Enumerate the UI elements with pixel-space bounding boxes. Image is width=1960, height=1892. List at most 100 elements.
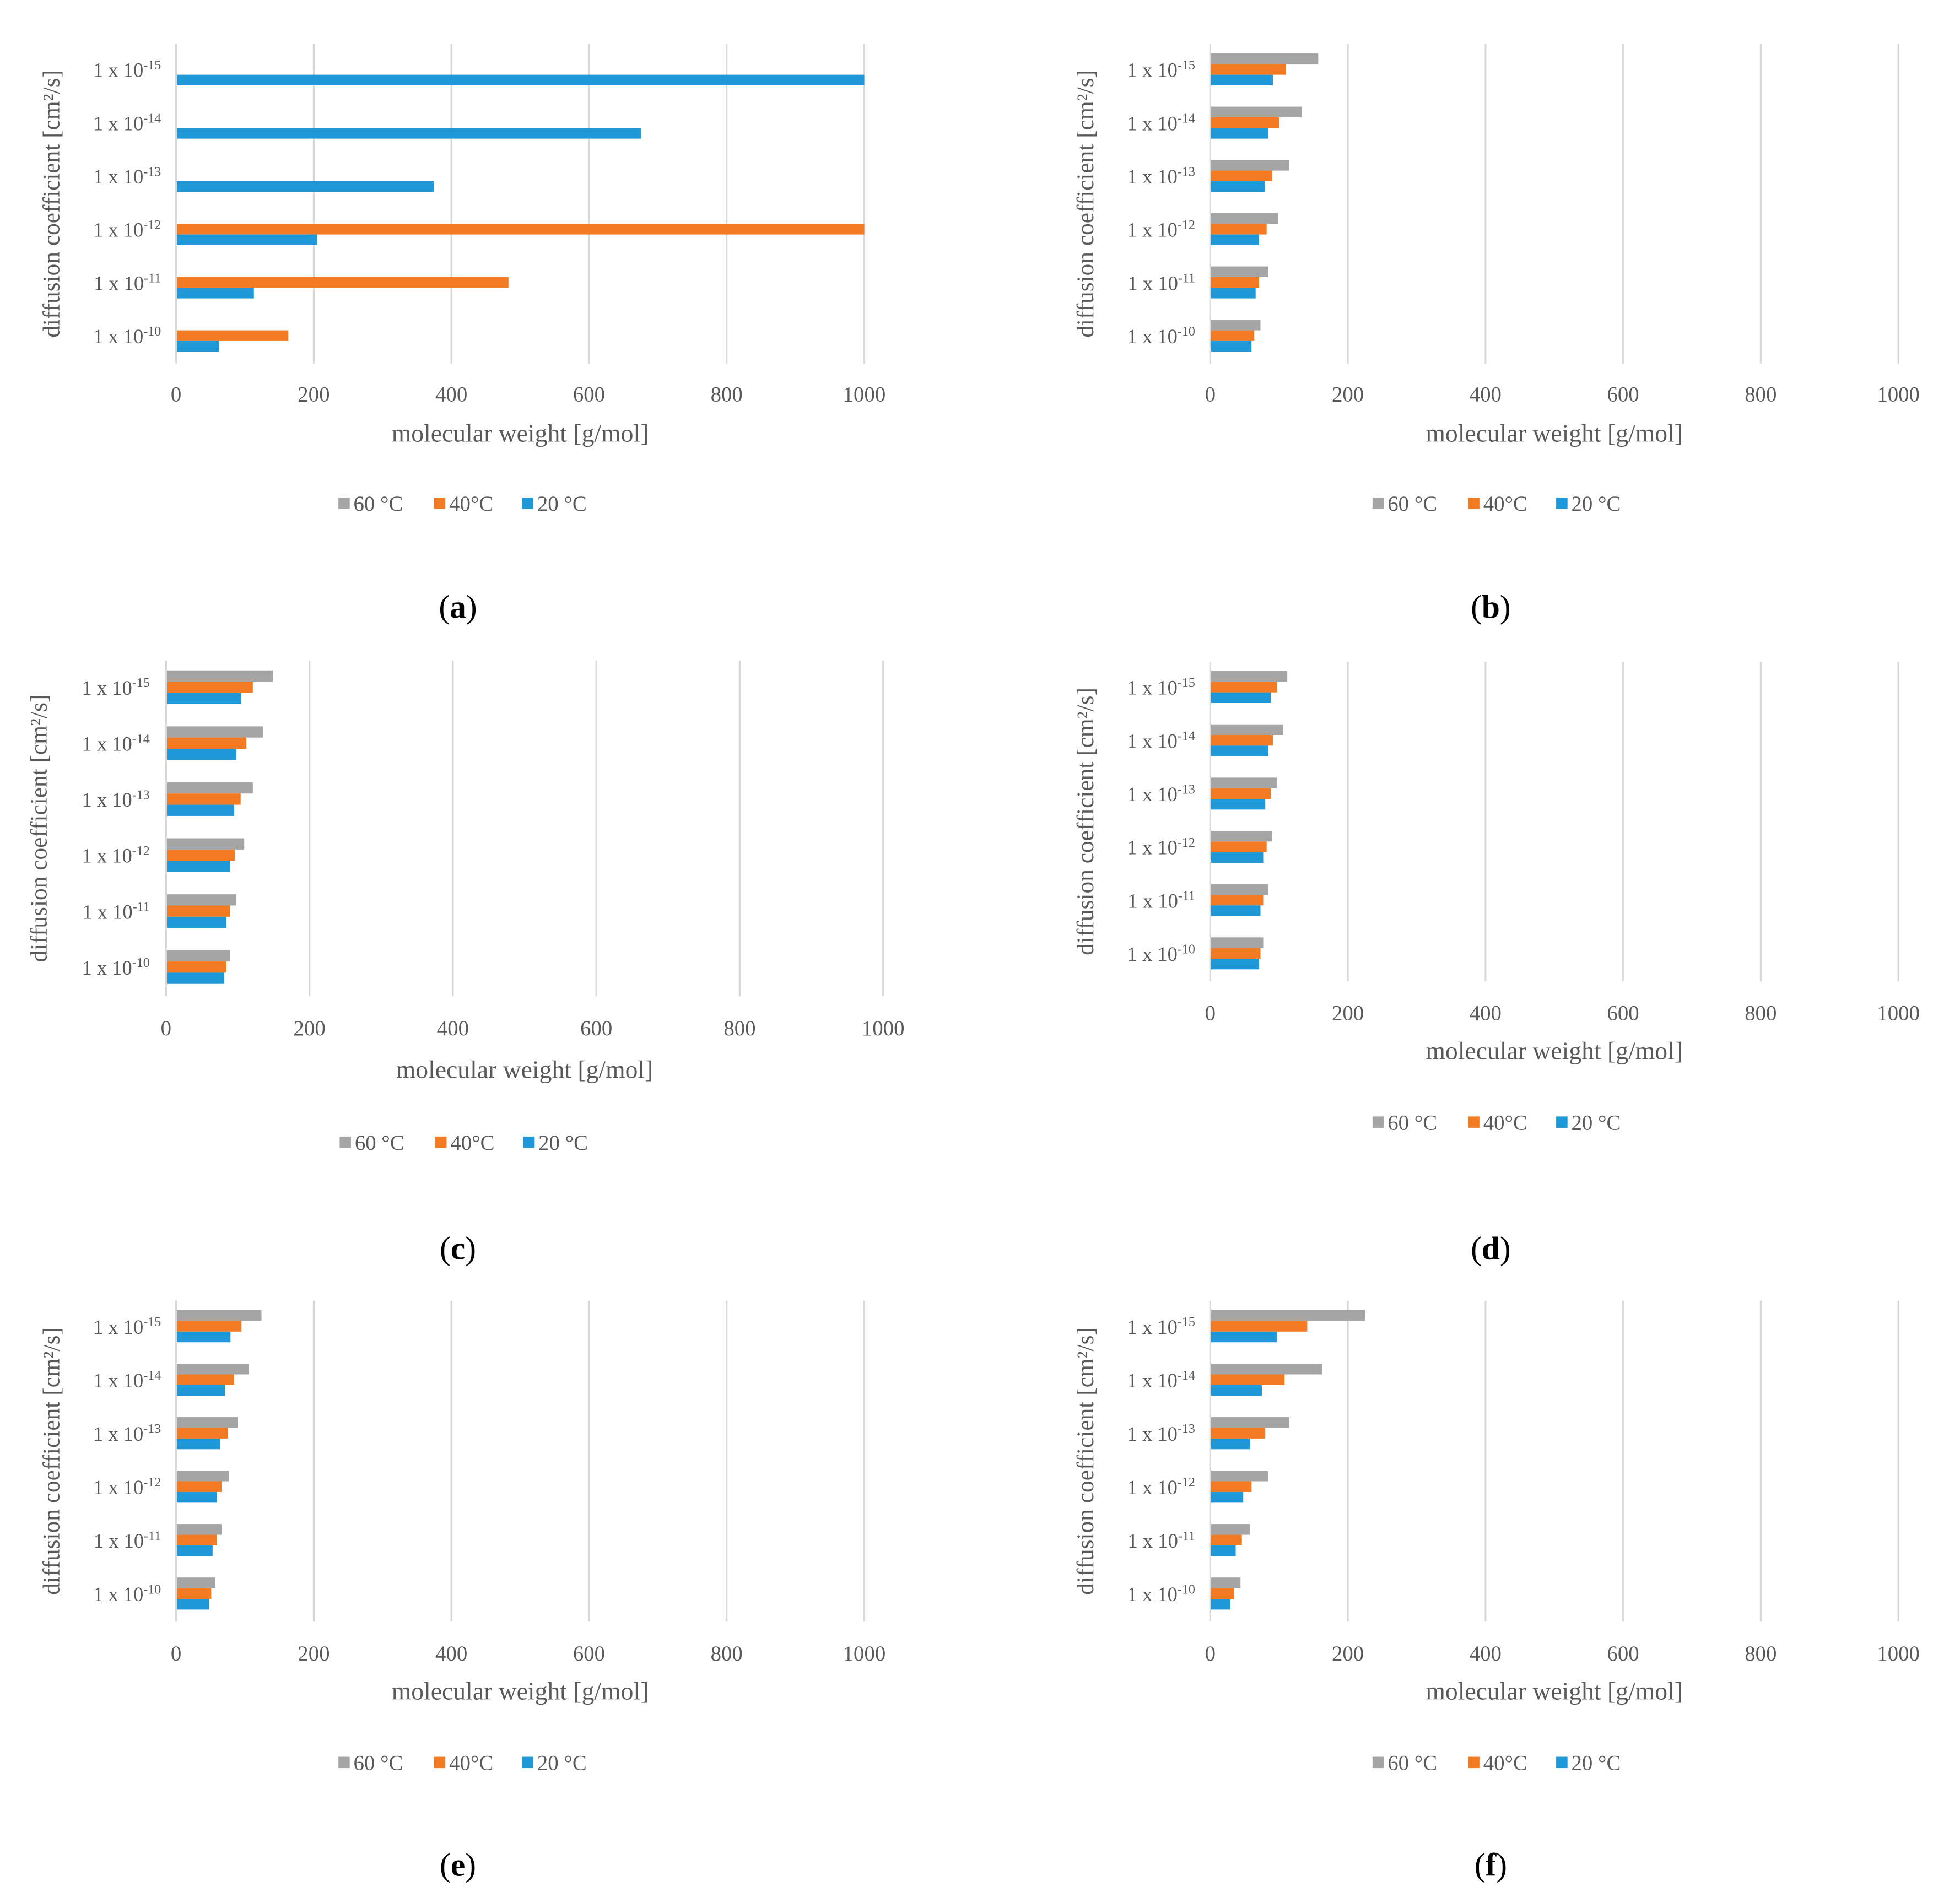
ytick-exponent: -13	[143, 1422, 161, 1436]
panel-c-ytick-1e-11: 1 x 10-11	[82, 900, 149, 923]
panel-b-ytick-1e-11: 1 x 10-11	[1128, 272, 1195, 295]
panel-c-bar-20C-1e-12	[166, 861, 230, 872]
legend-label-40C: 40°C	[449, 1752, 493, 1775]
panel-label-close: )	[1496, 1846, 1507, 1883]
panel-b-ytick-1e-12: 1 x 10-12	[1127, 218, 1195, 241]
legend-swatch-60C	[1372, 1756, 1384, 1769]
legend-swatch-40C	[1468, 498, 1480, 509]
panel-d-xtick-600: 600	[1607, 1002, 1639, 1025]
panel-c-bar-40C-1e-13	[166, 793, 241, 805]
legend-swatch-40C	[434, 498, 446, 509]
ytick-base: 1 x 10	[1127, 836, 1178, 859]
legend-swatch-20C	[522, 1756, 534, 1769]
ytick-exponent: -12	[143, 218, 161, 233]
panel-b-xtick-800: 800	[1745, 382, 1777, 406]
panel-d-bar-40C-1e-11	[1211, 894, 1264, 906]
panel-d-bar-60C-1e-15	[1211, 671, 1288, 682]
panel-c-x-axis-title: molecular weight [g/mol]	[396, 1056, 654, 1084]
ytick-exponent: -15	[1178, 1315, 1195, 1329]
panel-f-ytick-1e-15: 1 x 10-15	[1127, 1315, 1195, 1338]
legend-label-20C: 20 °C	[538, 1131, 588, 1155]
panel-f-xtick-200: 200	[1332, 1642, 1364, 1666]
legend-swatch-60C	[338, 1756, 350, 1769]
ytick-base: 1 x 10	[94, 272, 144, 294]
panel-e-ytick-1e-15: 1 x 10-15	[93, 1315, 161, 1338]
panel-d-x-axis-title: molecular weight [g/mol]	[1426, 1036, 1683, 1064]
ytick-base: 1 x 10	[1127, 59, 1178, 82]
panel-d-bar-40C-1e-15	[1211, 682, 1277, 693]
panel-a-ytick-1e-13: 1 x 10-13	[93, 165, 161, 188]
legend-label-60C: 60 °C	[1387, 1111, 1437, 1134]
panel-b-xtick-400: 400	[1470, 382, 1502, 406]
ytick-base: 1 x 10	[1127, 1583, 1178, 1606]
panel-d-xtick-0: 0	[1205, 1002, 1216, 1025]
legend-swatch-20C	[1556, 1756, 1568, 1769]
panel-label-open: (	[1475, 1846, 1486, 1883]
panel-b-bar-20C-1e-12	[1211, 234, 1259, 245]
panel-e-bar-60C-1e-10	[177, 1577, 215, 1588]
ytick-base: 1 x 10	[82, 845, 132, 867]
ytick-base: 1 x 10	[93, 1369, 143, 1392]
ytick-exponent: -14	[143, 112, 161, 126]
panel-a-bar-20C-1e-12	[177, 234, 317, 245]
legend-label-20C: 20 °C	[1572, 492, 1621, 516]
legend-label-20C: 20 °C	[1572, 1752, 1621, 1775]
panel-f-bar-60C-1e-14	[1211, 1364, 1322, 1375]
ytick-base: 1 x 10	[1128, 889, 1178, 912]
panel-b-ytick-1e-13: 1 x 10-13	[1127, 165, 1195, 188]
ytick-exponent: -10	[1178, 942, 1195, 956]
panel-f-bar-20C-1e-10	[1211, 1599, 1230, 1610]
panel-e-xtick-400: 400	[435, 1642, 467, 1666]
panel-f-bar-40C-1e-15	[1211, 1321, 1308, 1332]
panel-d-bar-40C-1e-12	[1211, 841, 1267, 852]
ytick-exponent: -11	[144, 272, 161, 286]
panel-d-ytick-1e-11: 1 x 10-11	[1128, 889, 1195, 912]
panel-d-label: (d)	[1471, 1230, 1511, 1267]
panel-d-bar-60C-1e-14	[1211, 724, 1283, 736]
ytick-base: 1 x 10	[1127, 165, 1178, 188]
panel-c-bar-20C-1e-10	[166, 972, 224, 984]
panel-e-x-axis-title: molecular weight [g/mol]	[392, 1677, 649, 1705]
panel-e-ytick-1e-10: 1 x 10-10	[93, 1582, 161, 1606]
panel-d-bar-20C-1e-12	[1211, 852, 1264, 863]
ytick-base: 1 x 10	[82, 733, 132, 755]
ytick-exponent: -15	[1178, 58, 1195, 73]
legend-swatch-40C	[434, 1756, 446, 1769]
ytick-exponent: -14	[1178, 112, 1195, 126]
panel-f-bar-20C-1e-11	[1211, 1545, 1236, 1556]
panel-d-ytick-1e-12: 1 x 10-12	[1127, 836, 1195, 859]
panel-f-bar-40C-1e-11	[1211, 1534, 1242, 1545]
panel-label-close: )	[1500, 588, 1511, 625]
ytick-base: 1 x 10	[94, 1529, 144, 1552]
legend-swatch-20C	[522, 498, 534, 509]
ytick-exponent: -12	[143, 1475, 161, 1490]
panel-f-bar-60C-1e-10	[1211, 1577, 1241, 1588]
panel-b-xtick-600: 600	[1607, 382, 1639, 406]
ytick-exponent: -12	[132, 844, 150, 858]
panel-d-xtick-1000: 1000	[1877, 1002, 1920, 1025]
ytick-exponent: -15	[132, 676, 150, 690]
panel-b-bar-20C-1e-14	[1211, 128, 1268, 139]
panel-a-xtick-600: 600	[573, 382, 605, 406]
legend-swatch-60C	[1372, 1116, 1384, 1128]
panel-f-bar-40C-1e-14	[1211, 1374, 1285, 1385]
panel-c-bar-40C-1e-15	[166, 682, 253, 693]
ytick-exponent: -11	[133, 900, 150, 915]
ytick-base: 1 x 10	[1127, 112, 1178, 134]
panel-c-xtick-0: 0	[161, 1017, 171, 1040]
panel-f-y-axis-title: diffusion coefficient [cm²/s]	[1072, 1327, 1099, 1595]
panel-a-ytick-1e-10: 1 x 10-10	[93, 325, 161, 348]
panel-f-bar-60C-1e-13	[1211, 1417, 1289, 1428]
panel-label-letter: d	[1482, 1230, 1500, 1267]
panel-c-xtick-600: 600	[580, 1017, 612, 1040]
panel-f-bar-60C-1e-12	[1211, 1471, 1268, 1482]
legend-label-20C: 20 °C	[1572, 1111, 1621, 1134]
legend-swatch-40C	[435, 1136, 447, 1148]
panel-f-xtick-1000: 1000	[1877, 1642, 1920, 1666]
ytick-base: 1 x 10	[93, 1476, 143, 1499]
